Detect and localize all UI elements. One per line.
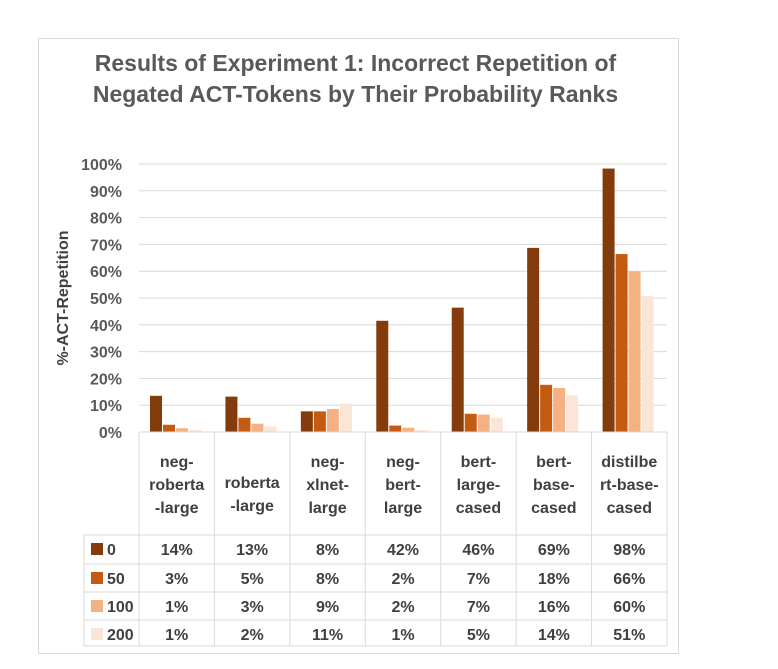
value-label: 8%: [316, 571, 339, 588]
legend-swatch-0: [91, 543, 103, 555]
category-label: bert-base-cased: [531, 454, 576, 517]
value-label: 2%: [391, 571, 414, 588]
y-tick-label: 100%: [81, 157, 122, 174]
value-label: 13%: [236, 542, 268, 559]
y-tick-label: 20%: [90, 371, 122, 388]
chart-frame: [38, 38, 679, 654]
y-tick-label: 90%: [90, 184, 122, 201]
category-label: neg-bert-large: [384, 454, 422, 517]
y-tick-label: 30%: [90, 345, 122, 362]
legend-label-100: 100: [107, 599, 134, 616]
value-label: 7%: [467, 599, 490, 616]
bar-0-1: [225, 396, 238, 432]
value-label: 3%: [165, 571, 188, 588]
bar-50-4: [464, 413, 477, 432]
bar-100-3: [402, 427, 415, 432]
bar-200-6: [641, 296, 654, 432]
value-label: 46%: [462, 542, 494, 559]
bar-200-0: [189, 429, 201, 432]
value-label: 16%: [538, 599, 570, 616]
bar-100-1: [251, 423, 264, 432]
y-axis-label: %-ACT-Repetition: [55, 230, 72, 365]
legend-swatch-50: [91, 572, 103, 584]
value-label: 7%: [467, 571, 490, 588]
legend-label-200: 200: [107, 627, 134, 644]
legend-label-0: 0: [107, 542, 116, 559]
bar-200-2: [339, 403, 352, 432]
value-label: 14%: [161, 542, 193, 559]
y-tick-label: 40%: [90, 318, 122, 335]
legend-swatch-200: [91, 628, 103, 640]
bar-50-6: [615, 254, 628, 432]
value-label: 18%: [538, 571, 570, 588]
bar-50-2: [313, 411, 326, 432]
bar-200-3: [415, 430, 428, 432]
bar-100-0: [176, 428, 188, 432]
legend-swatch-100: [91, 600, 103, 612]
value-label: 1%: [165, 599, 188, 616]
bar-100-5: [553, 388, 566, 432]
value-label: 51%: [613, 627, 645, 644]
category-label: distilbe rt-base-cased: [600, 454, 659, 517]
bar-100-4: [477, 414, 490, 432]
value-label: 2%: [241, 627, 264, 644]
category-label: neg-xlnet-large: [306, 454, 349, 517]
category-label: bert-large-cased: [456, 454, 501, 517]
bar-200-4: [490, 418, 503, 432]
bar-0-4: [451, 307, 464, 432]
bar-0-0: [150, 395, 162, 432]
value-label: 5%: [241, 571, 264, 588]
bar-0-3: [376, 320, 389, 432]
bar-50-0: [163, 424, 175, 432]
value-label: 2%: [391, 599, 414, 616]
category-label: neg-roberta -large: [149, 454, 204, 517]
value-label: 5%: [467, 627, 490, 644]
value-label: 8%: [316, 542, 339, 559]
value-label: 11%: [312, 627, 343, 644]
bar-200-1: [264, 426, 277, 432]
value-label: 3%: [241, 599, 264, 616]
value-label: 9%: [316, 599, 339, 616]
bar-0-2: [300, 411, 313, 432]
bar-50-3: [389, 425, 402, 432]
bar-50-5: [540, 384, 553, 432]
value-label: 14%: [538, 627, 570, 644]
y-tick-label: 0%: [99, 425, 122, 442]
y-tick-label: 60%: [90, 264, 122, 281]
bar-0-6: [602, 168, 615, 432]
bar-100-6: [628, 271, 641, 432]
legend-label-50: 50: [107, 571, 125, 588]
bar-200-5: [566, 395, 579, 432]
y-tick-label: 10%: [90, 398, 122, 415]
chart-title: Results of Experiment 1: Incorrect Repet…: [92, 50, 619, 107]
y-tick-label: 70%: [90, 237, 122, 254]
value-label: 42%: [387, 542, 419, 559]
value-label: 60%: [613, 599, 645, 616]
y-tick-label: 80%: [90, 211, 122, 228]
value-label: 66%: [613, 571, 645, 588]
category-label: roberta -large: [225, 475, 280, 515]
value-label: 1%: [391, 627, 414, 644]
value-label: 69%: [538, 542, 570, 559]
value-label: 98%: [613, 542, 645, 559]
value-label: 1%: [165, 627, 188, 644]
bar-100-2: [326, 408, 339, 432]
y-tick-label: 50%: [90, 291, 122, 308]
bar-0-5: [527, 247, 540, 432]
bar-50-1: [238, 417, 251, 432]
